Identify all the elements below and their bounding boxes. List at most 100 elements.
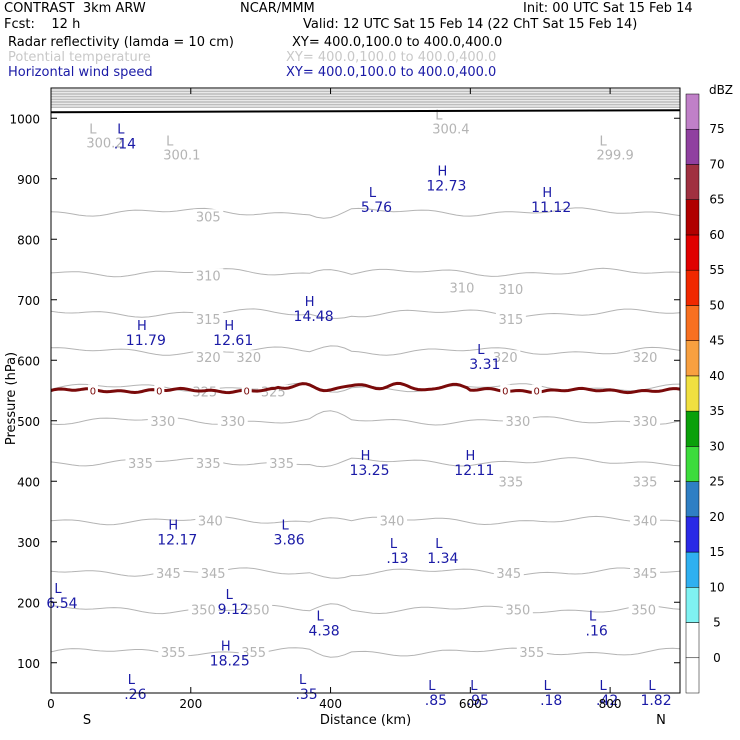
theta-label-bg	[158, 644, 189, 659]
freezing-label-bg	[531, 384, 542, 397]
theta-extremum-value: 300.1	[163, 148, 200, 163]
theta-label: 335	[128, 457, 153, 472]
colorbar-swatch-55	[685, 234, 700, 271]
colorbar-swatch--5	[685, 657, 700, 694]
theta-label: 305	[196, 210, 221, 225]
theta-label: 350	[505, 604, 530, 619]
x-tick-label: 400	[319, 697, 342, 711]
wind-extrema-layer: L.26L.35L.85L.95L.18L.42L1.82H18.25L4.38…	[46, 122, 671, 709]
theta-label: 335	[269, 457, 294, 472]
theta-label: 315	[498, 313, 523, 328]
wind-extremum-L: L	[477, 343, 485, 358]
wind-extremum-H: H	[305, 295, 315, 310]
y-tick-label: 500	[17, 415, 40, 429]
field-reflectivity-label: Radar reflectivity (lamda = 10 cm)	[8, 35, 234, 50]
colorbar-swatch-30	[685, 410, 700, 447]
theta-contour-320	[51, 345, 680, 356]
theta-label-bg	[193, 456, 224, 471]
wind-extremum-value: 6.54	[46, 596, 77, 612]
theta-label-bg	[233, 350, 264, 365]
theta-label: 330	[505, 415, 530, 430]
colorbar-label: 10	[709, 580, 724, 594]
y-tick-label: 800	[17, 233, 40, 247]
wind-extremum-H: H	[168, 519, 178, 534]
colorbar-swatch-40	[685, 340, 700, 377]
theta-label: 340	[633, 515, 658, 530]
colorbar-label: 65	[709, 193, 724, 207]
x-end-label-left: S	[83, 713, 91, 728]
theta-label-bg	[630, 513, 661, 528]
x-tick-label: 200	[179, 697, 202, 711]
colorbar-label: 30	[709, 439, 724, 453]
theta-label: 325	[192, 386, 217, 401]
wind-extremum-value: 13.25	[349, 463, 389, 479]
theta-extremum-letter: L	[166, 134, 174, 149]
theta-label-bg	[446, 280, 477, 295]
colorbar-label: 45	[709, 334, 724, 348]
theta-label: 320	[236, 351, 261, 366]
field-theta-label: Potential temperature	[8, 50, 151, 65]
theta-contour-305	[51, 207, 680, 219]
theta-extremum-letter: L	[599, 134, 607, 149]
theta-label-bg	[495, 312, 526, 327]
wind-extremum-value: 11.79	[126, 333, 166, 349]
wind-extremum-value: 18.25	[210, 654, 250, 670]
field-wind-xy: XY= 400.0,100.0 to 400.0,400.0	[286, 65, 497, 80]
theta-label-bg	[377, 513, 408, 528]
plot-frame	[50, 87, 681, 694]
wind-extremum-L: L	[544, 679, 552, 694]
wind-extremum-value: .26	[124, 687, 146, 703]
institution-label: NCAR/MMM	[240, 1, 315, 16]
y-tick-label: 200	[17, 596, 40, 610]
freezing-label-bg	[241, 384, 252, 397]
theta-label: 310	[196, 270, 221, 285]
wind-extremum-L: L	[369, 186, 377, 201]
field-theta-xy: XY= 400.0,100.0 to 400.0,400.0	[286, 50, 497, 65]
theta-contour-310	[51, 267, 680, 278]
x-tick-label: 800	[599, 697, 622, 711]
theta-contour-355	[51, 647, 680, 658]
colorbar-label: 55	[709, 263, 724, 277]
theta-label-bg	[502, 602, 533, 617]
model-title: CONTRAST 3km ARW	[4, 1, 146, 16]
theta-extremum-value: 300.2	[86, 136, 123, 151]
forecast-hour: Fcst: 12 h	[4, 17, 81, 32]
theta-label-bg	[630, 566, 661, 581]
wind-extremum-L: L	[648, 679, 656, 694]
y-tick-label: 700	[17, 294, 40, 308]
theta-label-bg	[502, 413, 533, 428]
theta-label: 330	[150, 415, 175, 430]
y-tick-label: 400	[17, 475, 40, 489]
wind-extremum-value: 1.82	[640, 693, 671, 709]
colorbar-swatch-50	[685, 269, 700, 306]
wind-extremum-H: H	[137, 319, 147, 334]
theta-label: 335	[633, 475, 658, 490]
freezing-label-bg	[500, 384, 511, 397]
freezing-level-label: 0	[156, 387, 162, 398]
theta-label-bg	[495, 474, 526, 489]
colorbar-label: 5	[713, 616, 721, 630]
theta-label-bg	[493, 566, 524, 581]
wind-extremum-H: H	[361, 449, 371, 464]
wind-extremum-value: 9.12	[218, 602, 249, 618]
colorbar-swatch-65	[685, 164, 700, 200]
theta-label-bg	[153, 566, 184, 581]
colorbar-label: 40	[709, 369, 724, 383]
wind-extremum-value: .42	[596, 693, 618, 709]
wind-extremum-value: 12.11	[454, 463, 494, 479]
theta-label-bg	[217, 413, 248, 428]
theta-label: 345	[156, 567, 181, 582]
wind-extremum-L: L	[428, 679, 436, 694]
theta-label-bg	[188, 602, 219, 617]
theta-label-bg	[630, 413, 661, 428]
y-axis-label: Pressure (hPa)	[4, 352, 19, 445]
theta-label: 340	[198, 515, 223, 530]
theta-label: 350	[631, 604, 656, 619]
theta-label-bg	[193, 350, 224, 365]
wind-extremum-value: .95	[467, 693, 489, 709]
wind-extremum-L: L	[54, 582, 62, 597]
theta-label: 310	[498, 283, 523, 298]
wind-extremum-L: L	[128, 673, 136, 688]
wind-extremum-value: 11.12	[531, 200, 571, 216]
